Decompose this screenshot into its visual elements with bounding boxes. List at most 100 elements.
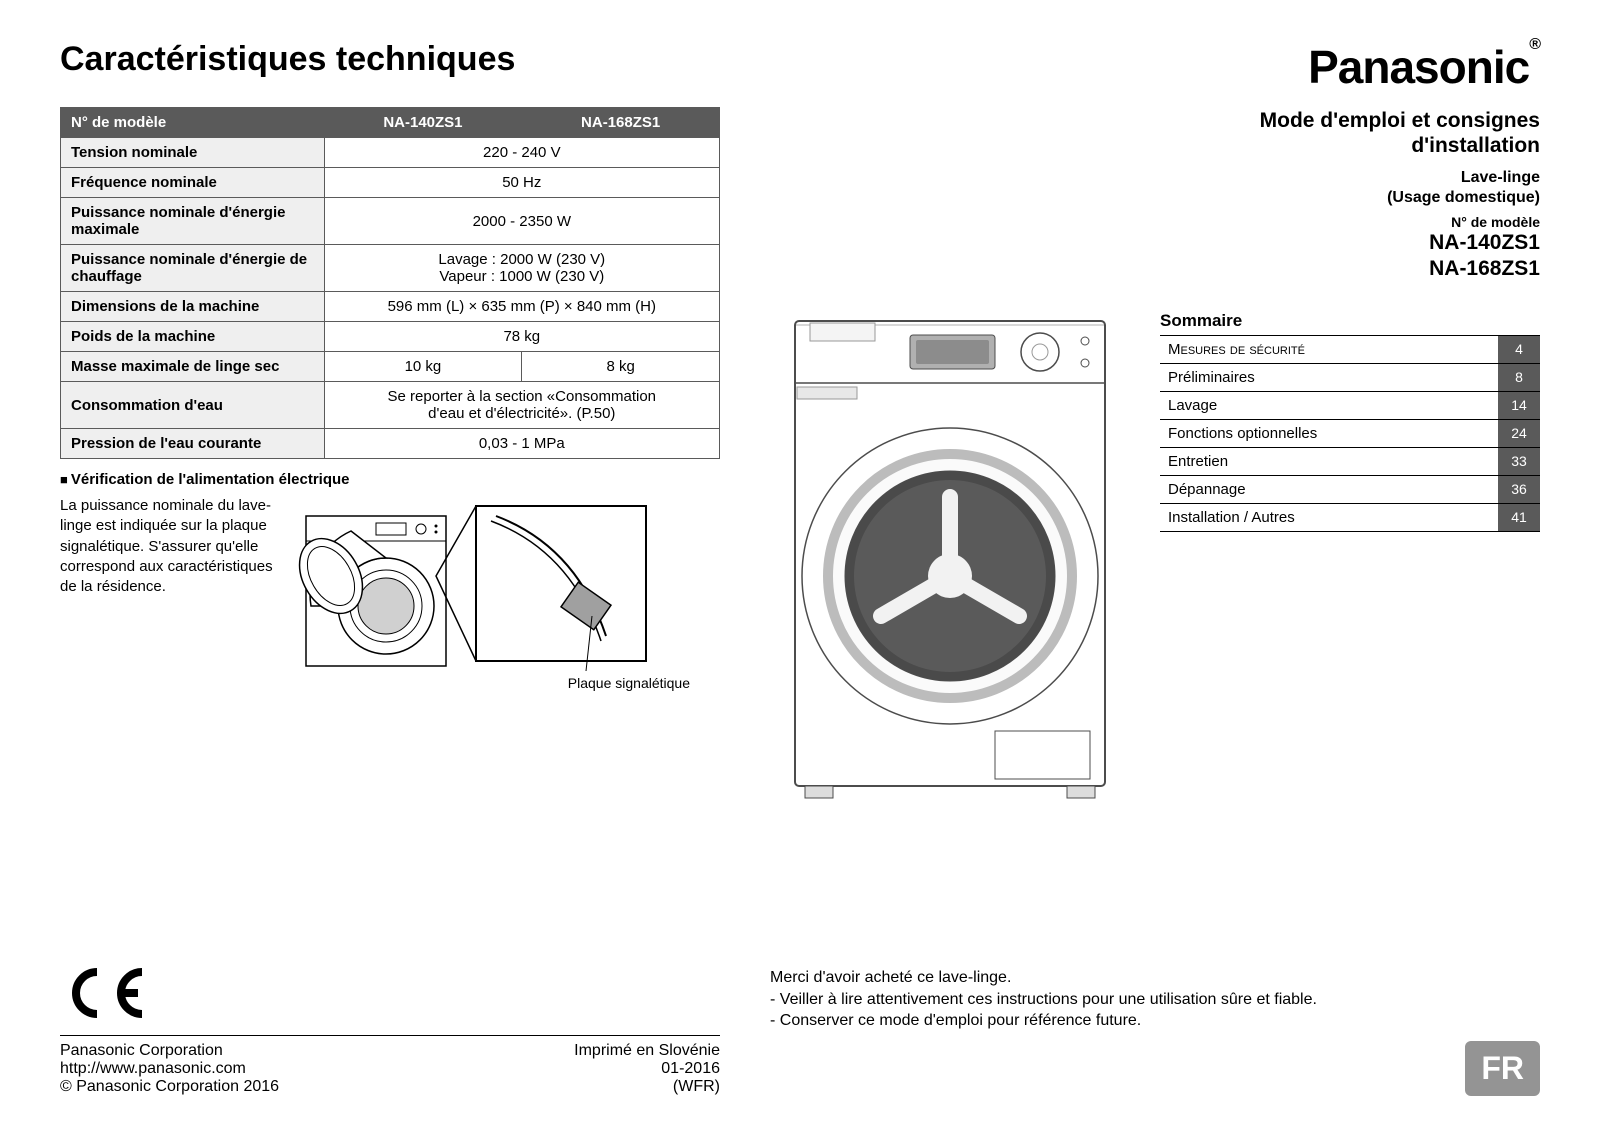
table-row: Tension nominale 220 - 240 V	[61, 138, 720, 168]
verification-block: La puissance nominale du lave-linge est …	[60, 496, 720, 691]
toc-page: 4	[1498, 335, 1540, 363]
toc-page: 36	[1498, 475, 1540, 503]
spec-header-col1: NA-140ZS1	[324, 108, 522, 138]
spec-value: 78 kg	[324, 322, 719, 352]
spec-value-line: Se reporter à la section «Consommation	[388, 388, 656, 405]
copyright: © Panasonic Corporation 2016	[60, 1078, 279, 1096]
brand-text: Panasonic	[1308, 41, 1529, 93]
spec-value: Se reporter à la section «Consommation d…	[324, 382, 719, 429]
spec-value: Lavage : 2000 W (230 V) Vapeur : 1000 W …	[324, 245, 719, 292]
toc-row: Entretien 33	[1160, 447, 1540, 475]
spec-label: Dimensions de la machine	[61, 292, 325, 322]
toc-label: Mesures de sécurité	[1160, 335, 1498, 363]
table-row: Poids de la machine 78 kg	[61, 322, 720, 352]
page-footer: Panasonic Corporation http://www.panason…	[60, 967, 1540, 1096]
toc-page: 33	[1498, 447, 1540, 475]
spec-label: Puissance nominale d'énergie de chauffag…	[61, 245, 325, 292]
company-name: Panasonic Corporation	[60, 1042, 279, 1060]
product-type: Lave-linge (Usage domestique)	[770, 168, 1540, 208]
spec-label: Poids de la machine	[61, 322, 325, 352]
table-row: Consommation d'eau Se reporter à la sect…	[61, 382, 720, 429]
spec-label: Pression de l'eau courante	[61, 429, 325, 459]
table-row: Pression de l'eau courante 0,03 - 1 MPa	[61, 429, 720, 459]
left-column: Caractéristiques techniques N° de modèle…	[60, 40, 720, 811]
spec-header-row: N° de modèle NA-140ZS1 NA-168ZS1	[61, 108, 720, 138]
table-row: Dimensions de la machine 596 mm (L) × 63…	[61, 292, 720, 322]
spec-value: 8 kg	[522, 352, 720, 382]
spec-label: Tension nominale	[61, 138, 325, 168]
toc-title: Sommaire	[1160, 311, 1540, 331]
print-code: (WFR)	[574, 1078, 720, 1096]
toc-row: Lavage 14	[1160, 391, 1540, 419]
footer-right: Merci d'avoir acheté ce lave-linge. Veil…	[770, 967, 1540, 1096]
spec-value: 0,03 - 1 MPa	[324, 429, 719, 459]
table-row: Puissance nominale d'énergie maximale 20…	[61, 198, 720, 245]
toc-label: Entretien	[1160, 447, 1498, 475]
spec-table: N° de modèle NA-140ZS1 NA-168ZS1 Tension…	[60, 107, 720, 459]
verification-diagram: Plaque signalétique	[296, 496, 720, 691]
spec-value: 596 mm (L) × 635 mm (P) × 840 mm (H)	[324, 292, 719, 322]
spec-value: 220 - 240 V	[324, 138, 719, 168]
page-title: Caractéristiques techniques	[60, 40, 720, 79]
spec-header-label: N° de modèle	[61, 108, 325, 138]
toc-label: Dépannage	[1160, 475, 1498, 503]
ce-mark-icon	[60, 967, 720, 1031]
toc-row: Fonctions optionnelles 24	[1160, 419, 1540, 447]
table-of-contents: Sommaire Mesures de sécurité 4 Prélimina…	[1160, 311, 1540, 532]
subtitle-line: d'installation	[1411, 134, 1540, 157]
toc-label: Fonctions optionnelles	[1160, 419, 1498, 447]
table-row: Masse maximale de linge sec 10 kg 8 kg	[61, 352, 720, 382]
document-subtitle: Mode d'emploi et consignes d'installatio…	[770, 108, 1540, 158]
spec-value: 50 Hz	[324, 168, 719, 198]
verification-text: La puissance nominale du lave-linge est …	[60, 496, 280, 691]
toc-table: Mesures de sécurité 4 Préliminaires 8 La…	[1160, 335, 1540, 532]
subtitle-line: Mode d'emploi et consignes	[1260, 109, 1540, 132]
verification-heading: Vérification de l'alimentation électriqu…	[60, 471, 720, 488]
washing-machine-icon	[770, 311, 1130, 811]
footer-bullet: Conserver ce mode d'emploi pour référenc…	[770, 1010, 1540, 1032]
registered-mark: ®	[1529, 36, 1540, 53]
toc-row: Préliminaires 8	[1160, 363, 1540, 391]
spec-value: 10 kg	[324, 352, 522, 382]
spec-header-col2: NA-168ZS1	[522, 108, 720, 138]
toc-row: Mesures de sécurité 4	[1160, 335, 1540, 363]
spec-label: Consommation d'eau	[61, 382, 325, 429]
spec-value-line: Lavage : 2000 W (230 V)	[438, 251, 605, 268]
print-date: 01-2016	[574, 1060, 720, 1078]
spec-value-line: d'eau et d'électricité». (P.50)	[428, 405, 615, 422]
rating-plate-diagram-icon	[296, 496, 656, 686]
footer-bullet: Veiller à lire attentivement ces instruc…	[770, 989, 1540, 1011]
spec-label: Masse maximale de linge sec	[61, 352, 325, 382]
product-type-line: (Usage domestique)	[1387, 189, 1540, 206]
thanks-text: Merci d'avoir acheté ce lave-linge.	[770, 967, 1540, 989]
footer-company-block: Panasonic Corporation http://www.panason…	[60, 1042, 279, 1096]
company-url: http://www.panasonic.com	[60, 1060, 279, 1078]
product-type-line: Lave-linge	[1461, 169, 1540, 186]
toc-page: 8	[1498, 363, 1540, 391]
toc-page: 41	[1498, 503, 1540, 531]
spec-label: Puissance nominale d'énergie maximale	[61, 198, 325, 245]
model-numbers: NA-140ZS1 NA-168ZS1	[770, 230, 1540, 280]
toc-page: 24	[1498, 419, 1540, 447]
toc-label: Lavage	[1160, 391, 1498, 419]
footer-left: Panasonic Corporation http://www.panason…	[60, 967, 720, 1096]
toc-row: Installation / Autres 41	[1160, 503, 1540, 531]
spec-label: Fréquence nominale	[61, 168, 325, 198]
spec-value: 2000 - 2350 W	[324, 198, 719, 245]
right-column: Panasonic® Mode d'emploi et consignes d'…	[770, 40, 1540, 811]
table-row: Fréquence nominale 50 Hz	[61, 168, 720, 198]
footer-print-block: Imprimé en Slovénie 01-2016 (WFR)	[574, 1042, 720, 1096]
toc-label: Installation / Autres	[1160, 503, 1498, 531]
toc-row: Dépannage 36	[1160, 475, 1540, 503]
model-number-label: N° de modèle	[770, 214, 1540, 230]
toc-page: 14	[1498, 391, 1540, 419]
washing-machine-illustration	[770, 311, 1130, 811]
model-number: NA-140ZS1	[1429, 231, 1540, 254]
toc-label: Préliminaires	[1160, 363, 1498, 391]
table-row: Puissance nominale d'énergie de chauffag…	[61, 245, 720, 292]
brand-logo: Panasonic®	[770, 40, 1540, 94]
spec-value-line: Vapeur : 1000 W (230 V)	[439, 268, 604, 285]
print-location: Imprimé en Slovénie	[574, 1042, 720, 1060]
language-badge: FR	[1465, 1041, 1540, 1096]
model-number: NA-168ZS1	[1429, 257, 1540, 280]
